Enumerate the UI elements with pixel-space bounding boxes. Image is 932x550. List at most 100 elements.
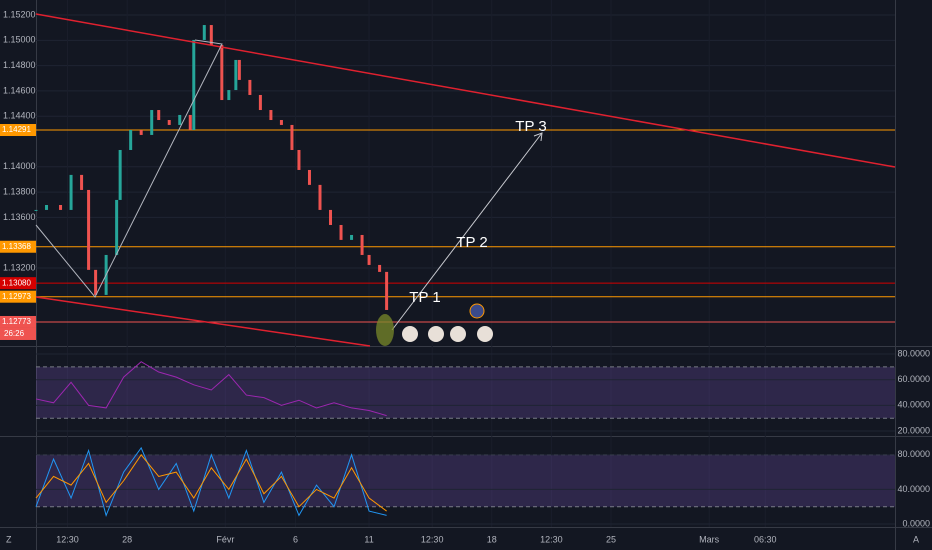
drawings: Z A [6, 13, 919, 544]
candle [307, 169, 311, 185]
y-tick-label: 1.15000 [3, 35, 36, 45]
price-scale [0, 0, 36, 550]
x-tick-label: 18 [487, 534, 497, 544]
band [36, 366, 895, 419]
candle [350, 234, 354, 240]
candle [227, 90, 231, 101]
scale-button[interactable]: Z [6, 534, 12, 544]
event-icon[interactable] [428, 326, 444, 342]
candle [80, 174, 84, 190]
price-label-box [0, 290, 36, 303]
highlight [376, 314, 394, 346]
x-tick-label: 12:30 [421, 534, 444, 544]
candle [150, 110, 154, 135]
candle [115, 199, 119, 255]
price-label: 1.13368 [2, 242, 31, 251]
candle [139, 130, 143, 135]
candle [220, 45, 224, 101]
event-icon[interactable] [450, 326, 466, 342]
x-tick-label: 11 [364, 534, 373, 544]
price-label-box [0, 315, 36, 328]
y-tick-label: 20.0000 [897, 425, 930, 435]
annotation: TP 2 [456, 234, 487, 251]
y-tick-label: 80.0000 [897, 348, 930, 358]
candle [269, 110, 273, 121]
series-line [35, 361, 387, 417]
path-drawing [35, 39, 223, 298]
x-tick-label: 12:30 [56, 534, 79, 544]
countdown: 26:26 [4, 329, 25, 338]
candle [87, 189, 91, 270]
y-tick-label: 1.15200 [3, 9, 36, 19]
candle [318, 184, 322, 210]
candle [94, 269, 98, 295]
candle [188, 114, 192, 131]
y-tick-label: 1.14600 [3, 85, 36, 95]
arrow-head [533, 132, 543, 142]
price-label: 1.12973 [2, 292, 31, 301]
x-tick-label: Mars [699, 534, 719, 544]
y-tick-label: 40.0000 [897, 484, 930, 494]
x-tick-label: 6 [293, 534, 298, 544]
candle [339, 224, 343, 240]
band [36, 454, 895, 507]
candle [237, 59, 241, 80]
candle [248, 79, 252, 95]
price-label-box [0, 277, 36, 290]
price-label-box [0, 124, 36, 137]
y-tick-label: 1.14000 [3, 161, 36, 171]
candle [118, 149, 122, 200]
candle [385, 271, 389, 310]
x-tick-label: Févr [216, 534, 234, 544]
annotation: TP 3 [515, 118, 546, 135]
event-icon[interactable] [469, 303, 485, 319]
event-icon[interactable] [402, 326, 418, 342]
candle [59, 205, 63, 210]
candle [329, 209, 333, 225]
series-line [35, 446, 387, 517]
candle [209, 25, 213, 46]
candle [178, 114, 182, 125]
price-label: 1.12773 [2, 317, 31, 326]
y-tick-label: 1.13200 [3, 262, 36, 272]
y-tick-label: 80.0000 [897, 449, 930, 459]
y-tick-label: 1.14800 [3, 60, 36, 70]
scale-button[interactable]: A [913, 534, 919, 544]
plot-layer [34, 0, 895, 527]
y-tick-label: 0.0000 [902, 518, 930, 528]
y-tick-label: 1.13800 [3, 186, 36, 196]
candle [367, 254, 371, 265]
candle [202, 25, 206, 40]
candle [258, 94, 262, 111]
candle [378, 264, 382, 272]
event-icon[interactable] [477, 326, 493, 342]
candle [192, 39, 196, 131]
candle [157, 110, 161, 121]
trend-line [35, 296, 371, 347]
candle [129, 130, 133, 150]
countdown-box [0, 327, 36, 340]
candle [69, 174, 73, 210]
y-tick-label: 60.0000 [897, 374, 930, 384]
y-tick-label: 1.14400 [3, 111, 36, 121]
x-tick-label: 06:30 [754, 534, 777, 544]
candle [234, 59, 238, 91]
candle [279, 120, 283, 125]
price-label: 1.14291 [2, 125, 31, 134]
y-tick-label: 40.0000 [897, 400, 930, 410]
candle [167, 120, 171, 125]
candle [290, 124, 294, 150]
price-label: 1.13080 [2, 278, 31, 287]
series-line [35, 453, 387, 512]
candle [45, 205, 49, 210]
candle [360, 234, 364, 255]
annotation: TP 1 [409, 289, 440, 306]
x-tick-label: 25 [606, 534, 616, 544]
candle [34, 209, 38, 211]
x-tick-label: 28 [122, 534, 132, 544]
y-tick-label: 1.13600 [3, 212, 36, 222]
price-label-box [0, 240, 36, 253]
